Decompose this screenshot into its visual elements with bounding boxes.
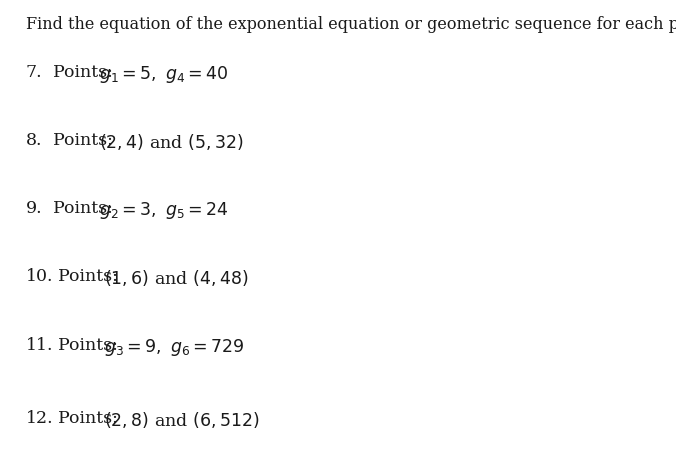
Text: 11.: 11.: [26, 337, 53, 354]
Text: Points:: Points:: [58, 337, 124, 354]
Text: Points:: Points:: [53, 132, 118, 149]
Text: 7.: 7.: [26, 64, 43, 81]
Text: Points:: Points:: [58, 268, 124, 285]
Text: 10.: 10.: [26, 268, 53, 285]
Text: 12.: 12.: [26, 410, 53, 427]
Text: $(1, 6)$ and $(4, 48)$: $(1, 6)$ and $(4, 48)$: [104, 268, 249, 288]
Text: $g_2 = 3,\ g_5 = 24$: $g_2 = 3,\ g_5 = 24$: [99, 200, 228, 221]
Text: $(2, 4)$ and $(5, 32)$: $(2, 4)$ and $(5, 32)$: [99, 132, 243, 152]
Text: Points:: Points:: [53, 64, 118, 81]
Text: Points:: Points:: [53, 200, 118, 217]
Text: $g_3 = 9,\ g_6 = 729$: $g_3 = 9,\ g_6 = 729$: [104, 337, 245, 358]
Text: $(2, 8)$ and $(6, 512)$: $(2, 8)$ and $(6, 512)$: [104, 410, 260, 430]
Text: Points:: Points:: [58, 410, 124, 427]
Text: 9.: 9.: [26, 200, 43, 217]
Text: Find the equation of the exponential equation or geometric sequence for each pai: Find the equation of the exponential equ…: [26, 16, 676, 33]
Text: 8.: 8.: [26, 132, 42, 149]
Text: $g_1 = 5,\ g_4 = 40$: $g_1 = 5,\ g_4 = 40$: [99, 64, 228, 85]
